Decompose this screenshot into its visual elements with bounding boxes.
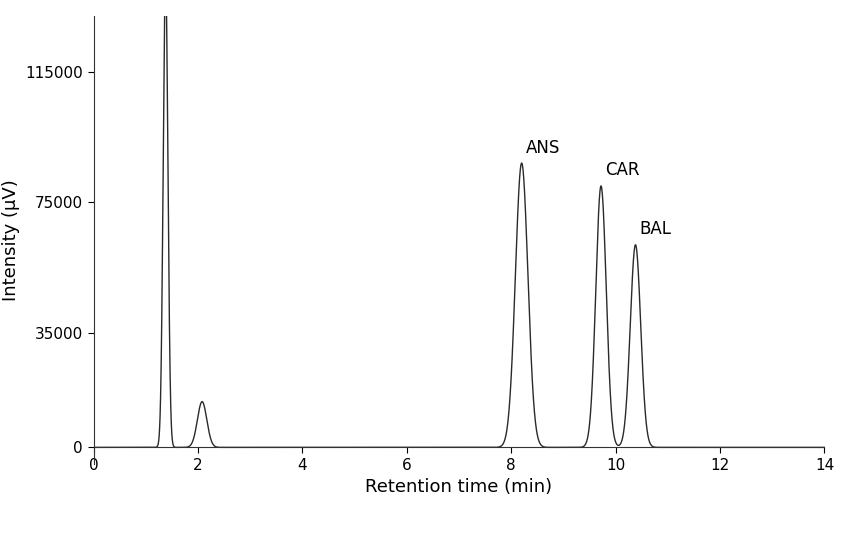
Text: BAL: BAL bbox=[640, 220, 672, 238]
Text: ANS: ANS bbox=[526, 139, 560, 157]
Text: CAR: CAR bbox=[605, 161, 640, 180]
Y-axis label: Intensity (μV): Intensity (μV) bbox=[2, 179, 20, 301]
X-axis label: Retention time (min): Retention time (min) bbox=[366, 478, 552, 496]
